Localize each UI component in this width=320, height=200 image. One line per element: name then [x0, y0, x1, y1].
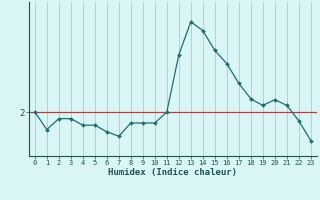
X-axis label: Humidex (Indice chaleur): Humidex (Indice chaleur) [108, 168, 237, 177]
